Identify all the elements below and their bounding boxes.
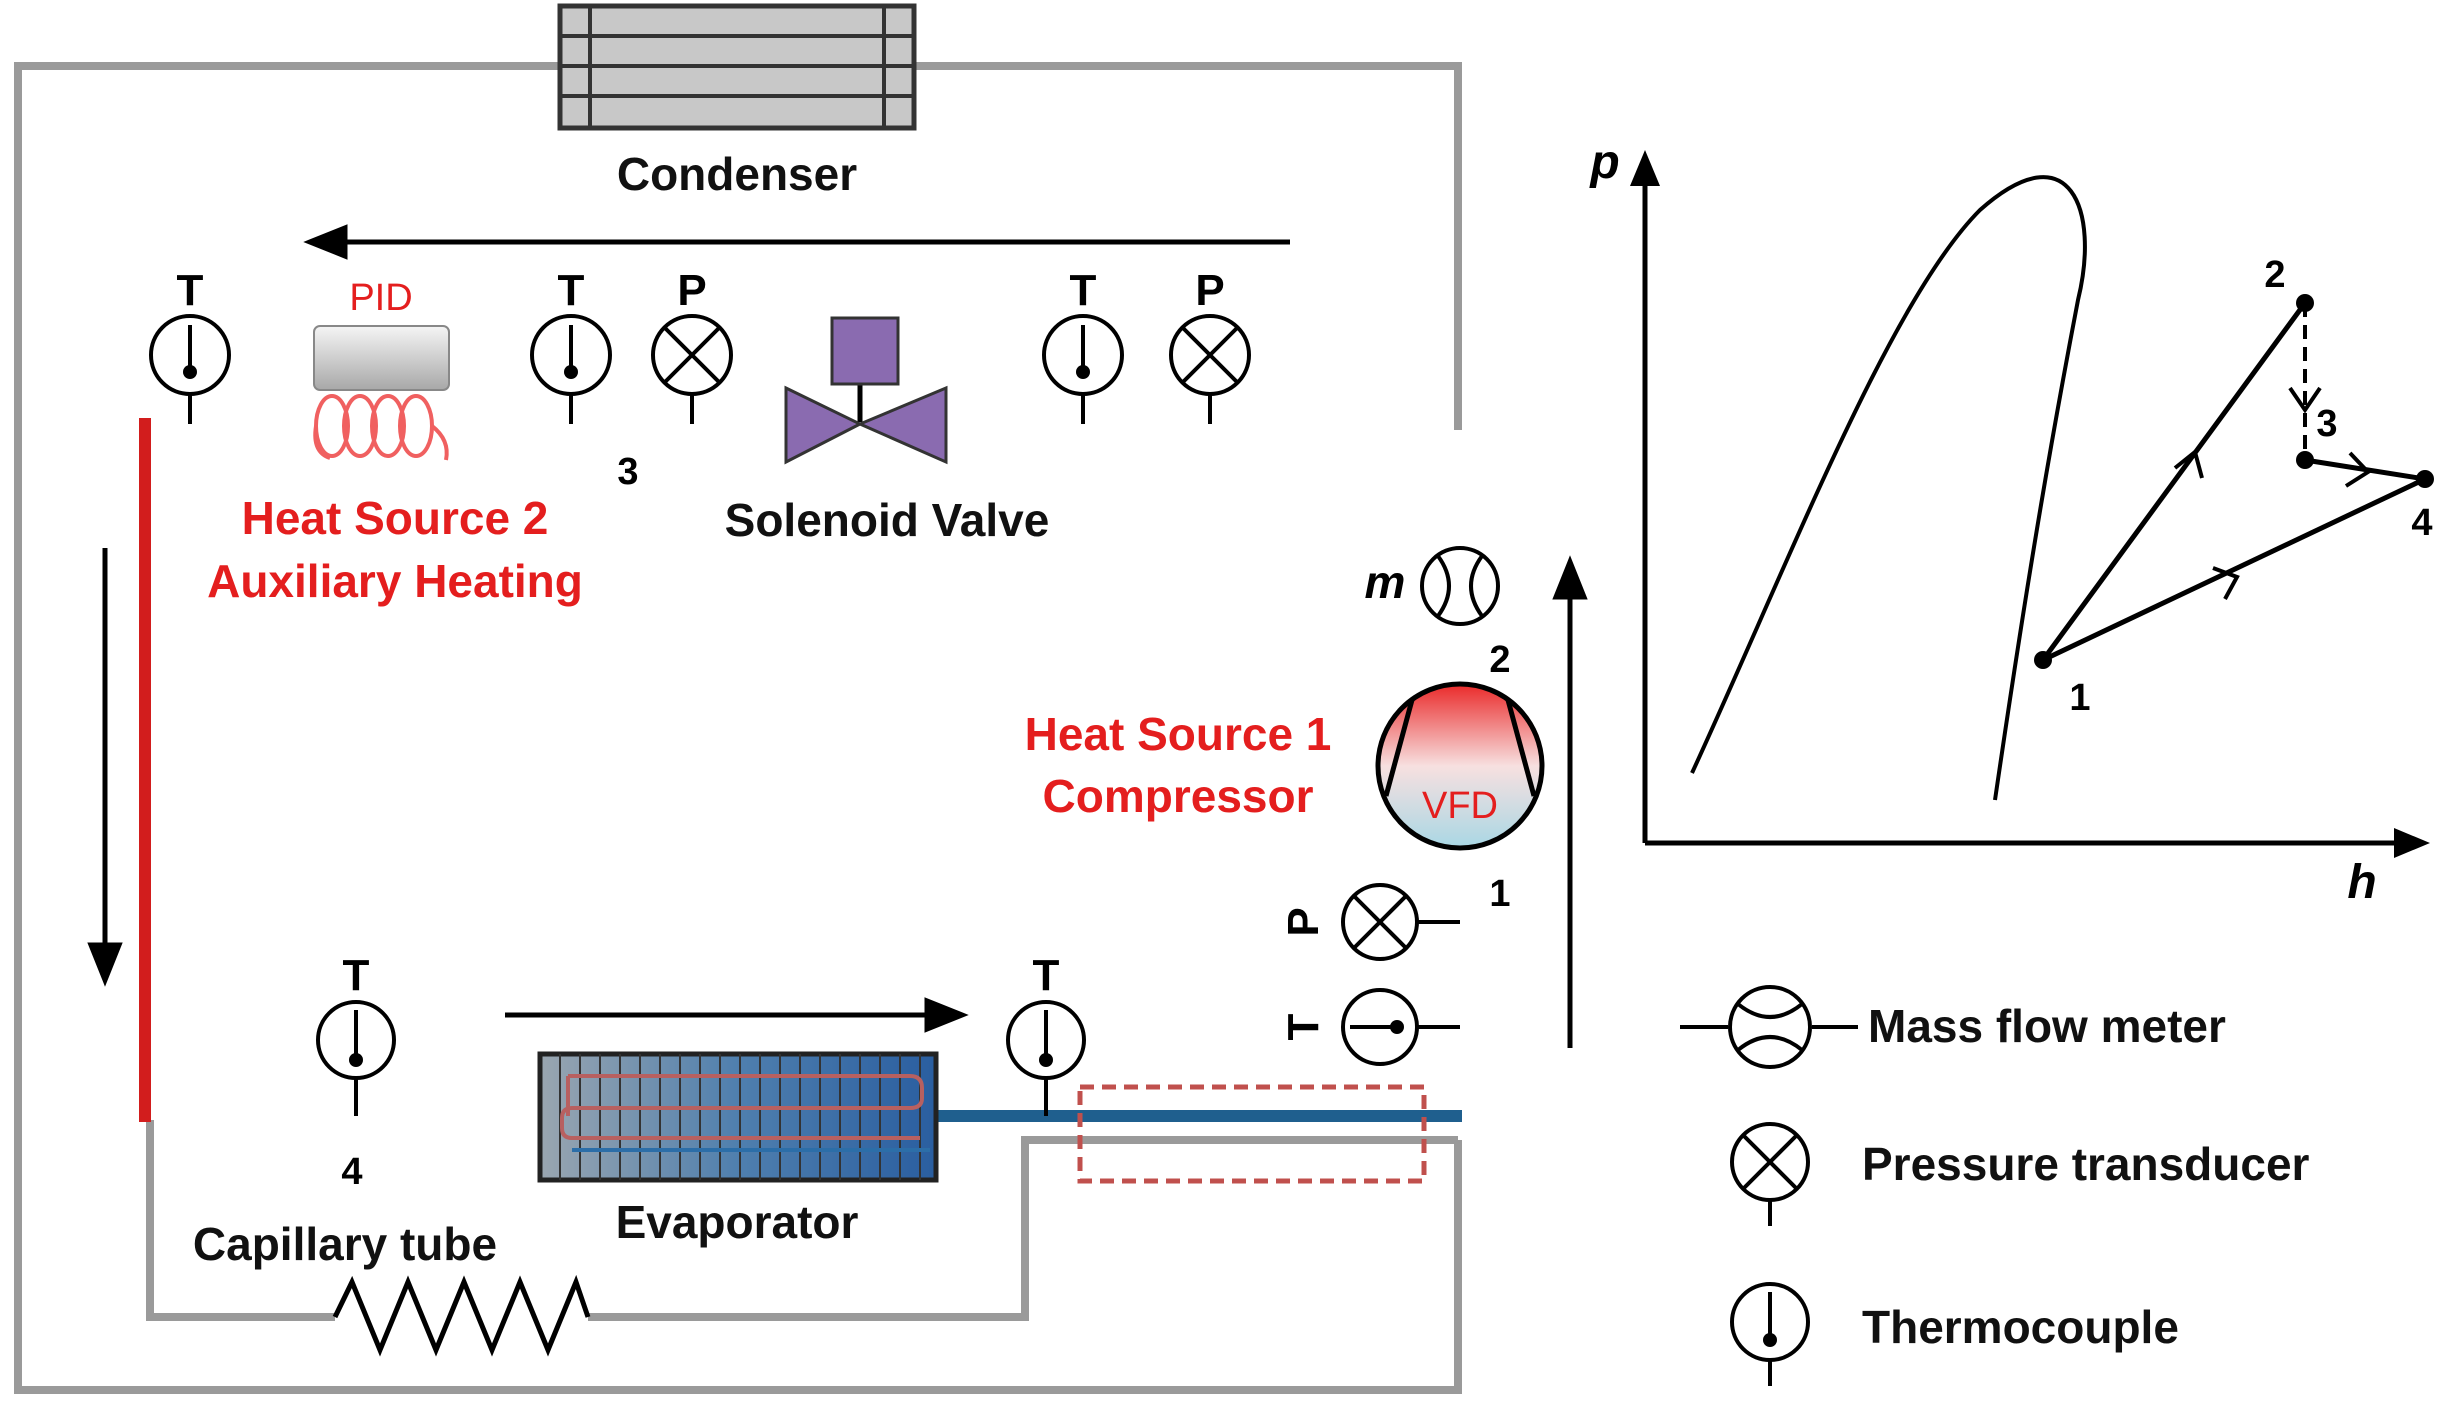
thermocouple-bottom-2: [1006, 1000, 1086, 1116]
pid-heater: [313, 325, 450, 461]
saturation-dome: [1690, 175, 2087, 801]
evaporator: [537, 1051, 939, 1183]
cold-pipes: [935, 846, 1466, 1122]
ph-ylabel: p: [1588, 136, 1619, 189]
thermocouple-top-1-tip: [183, 365, 197, 379]
ph-diagram: [1630, 150, 2434, 858]
pressure-transducer-top-1: [651, 314, 733, 424]
ph-point-4-label: 4: [2411, 502, 2432, 544]
ph-point-3: [2296, 451, 2314, 469]
legend-thermocouple-icon: [1730, 1282, 1810, 1386]
ph-point-4: [2416, 470, 2434, 488]
thermocouple-bottom-1-tip: [349, 1053, 363, 1067]
legend: Mass flow meter Pressure transducer Ther…: [1680, 985, 2310, 1386]
ph-point-1-label: 1: [2069, 677, 2090, 719]
pressure-transducer-top-1-symbol: P: [677, 266, 706, 315]
ph-xlabel: h: [2347, 856, 2376, 909]
vfd-label: VFD: [1422, 785, 1498, 827]
pressure-transducer-top-2: [1169, 314, 1251, 424]
legend-thermocouple-tip: [1763, 1333, 1777, 1347]
ph-point-1: [2034, 651, 2052, 669]
state-2-label: 2: [1489, 639, 1510, 681]
thermocouple-top-2: [530, 314, 612, 424]
condenser-label: Condenser: [617, 148, 857, 200]
heat-source-2-label: Heat Source 2: [242, 492, 549, 544]
pressure-transducer-right: [1341, 883, 1460, 961]
heat-source-1-label: Heat Source 1: [1025, 708, 1332, 760]
capillary-bypass-pipe: [146, 1120, 1458, 1321]
compressor: [1375, 681, 1545, 851]
heat-source-1-sublabel: Compressor: [1043, 770, 1314, 822]
solenoid-valve-label: Solenoid Valve: [725, 494, 1050, 546]
capillary-tube-label: Capillary tube: [193, 1218, 497, 1270]
thermocouple-right: [1341, 988, 1460, 1066]
p-axis-arrowhead: [1630, 150, 1660, 186]
ph-point-3-label: 3: [2316, 403, 2337, 445]
thermocouple-top-3-tip: [1076, 365, 1090, 379]
thermocouple-top-1-symbol: T: [177, 266, 204, 315]
flow-arrows: [87, 224, 1588, 1048]
condenser: [557, 3, 917, 131]
ph-point-2-label: 2: [2264, 254, 2285, 296]
mass-flow-symbol: m: [1365, 556, 1406, 608]
thermocouple-top-2-symbol: T: [558, 266, 585, 315]
suction-line-heat-exchanger: [1077, 1084, 1427, 1184]
evaporator-label: Evaporator: [616, 1196, 859, 1248]
pressure-transducer-right-symbol: P: [1279, 907, 1328, 936]
heat-source-2-sublabel: Auxiliary Heating: [207, 555, 583, 607]
legend-mass-flow-icon: [1680, 985, 1858, 1069]
state-1-label: 1: [1489, 873, 1510, 915]
state-3-label: 3: [617, 451, 638, 493]
pid-label: PID: [349, 277, 412, 319]
mass-flow-meter: [1420, 546, 1500, 626]
legend-mass-flow-label: Mass flow meter: [1868, 1000, 2226, 1052]
ph-point-2: [2296, 294, 2314, 312]
thermocouple-right-tip: [1390, 1020, 1404, 1034]
thermocouple-top-3-symbol: T: [1070, 266, 1097, 315]
thermocouple-bottom-2-symbol: T: [1033, 951, 1060, 1000]
legend-thermocouple-label: Thermocouple: [1862, 1301, 2179, 1353]
legend-pressure-label: Pressure transducer: [1862, 1138, 2310, 1190]
thermocouple-bottom-1-symbol: T: [343, 951, 370, 1000]
thermocouple-bottom-2-tip: [1039, 1053, 1053, 1067]
thermocouple-top-3: [1042, 314, 1124, 424]
thermocouple-right-symbol: T: [1279, 1013, 1328, 1040]
thermocouple-top-2-tip: [564, 365, 578, 379]
h-axis-arrowhead: [2394, 828, 2430, 858]
thermocouple-top-1: [149, 314, 231, 424]
solenoid-valve: [784, 316, 948, 465]
pressure-transducer-top-2-symbol: P: [1195, 266, 1224, 315]
thermocouple-bottom-1: [316, 1000, 396, 1116]
capillary-tube-coil: [332, 1274, 591, 1357]
state-4-label: 4: [341, 1151, 362, 1193]
legend-pressure-icon: [1730, 1122, 1810, 1226]
